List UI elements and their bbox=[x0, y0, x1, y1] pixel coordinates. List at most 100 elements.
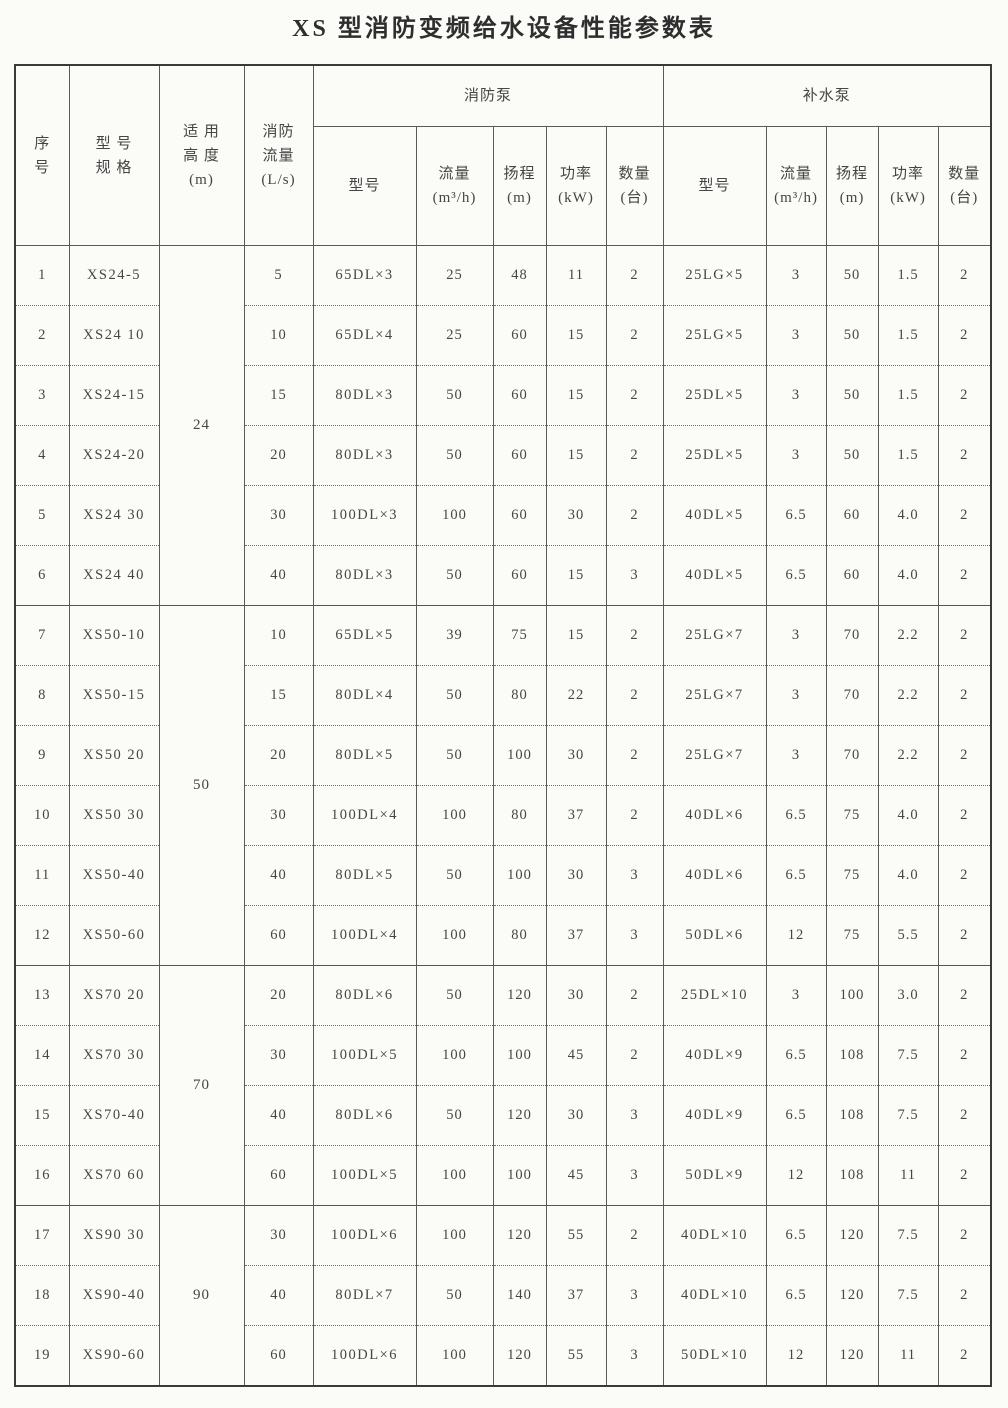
supply-pump-flow-cell: 3 bbox=[765, 245, 827, 306]
header-group-row: 序 号 型 号 规 格 适 用 高 度 (m) 消防 流量 (L/s) 消防泵 … bbox=[14, 64, 992, 246]
fire-flow-cell: 10 bbox=[243, 305, 314, 366]
supply-pump-flow-cell: 12 bbox=[765, 905, 827, 966]
supply-pump-head-cell: 50 bbox=[825, 365, 879, 426]
fire-pump-head-cell: 140 bbox=[492, 1265, 547, 1326]
fire-pump-power-cell: 30 bbox=[545, 485, 607, 546]
supply-pump-head-cell: 108 bbox=[825, 1145, 879, 1206]
fire-pump-model-cell: 80DL×6 bbox=[312, 965, 417, 1026]
supply-pump-qty-cell: 2 bbox=[937, 785, 992, 846]
fire-pump-flow-cell: 25 bbox=[415, 245, 494, 306]
supply-pump-model-cell: 40DL×5 bbox=[662, 485, 767, 546]
fire-pump-model-cell: 80DL×3 bbox=[312, 365, 417, 426]
fire-pump-qty-cell: 3 bbox=[605, 1085, 664, 1146]
table-row: 15 XS70-40 40 80DL×6 50 120 30 3 40DL×9 6.5 108 7.5… bbox=[14, 1085, 992, 1146]
supply-pump-power-cell: 2.2 bbox=[877, 665, 939, 726]
fire-pump-head-cell: 100 bbox=[492, 1145, 547, 1206]
table-row: 7 XS50-10 50 10 65DL×5 39 75 15 2 25LG×7 3 70 2.2 2 bbox=[14, 605, 992, 966]
header-serial: 序 号 bbox=[14, 64, 70, 246]
fire-pump-model-cell: 65DL×3 bbox=[312, 245, 417, 306]
fire-pump-head-cell: 120 bbox=[492, 1205, 547, 1266]
fire-pump-head-cell: 120 bbox=[492, 1325, 547, 1387]
fire-pump-flow-cell: 50 bbox=[415, 1085, 494, 1146]
supply-pump-model-cell: 25LG×7 bbox=[662, 605, 767, 666]
header-fire-pump-qty: 数量 (台) bbox=[605, 126, 664, 246]
model-spec-cell: XS90 30 bbox=[68, 1205, 160, 1266]
fire-pump-model-cell: 80DL×5 bbox=[312, 725, 417, 786]
fire-pump-model-cell: 100DL×4 bbox=[312, 785, 417, 846]
supply-pump-head-cell: 60 bbox=[825, 545, 879, 606]
table-row: 4 XS24-20 20 80DL×3 50 60 15 2 25DL×5 3 50 1.5 2 bbox=[14, 425, 992, 486]
fire-pump-head-cell: 75 bbox=[492, 605, 547, 666]
model-spec-cell: XS70-40 bbox=[68, 1085, 160, 1146]
supply-pump-qty-cell: 2 bbox=[937, 605, 992, 666]
supply-pump-qty-cell: 2 bbox=[937, 425, 992, 486]
fire-pump-power-cell: 30 bbox=[545, 845, 607, 906]
fire-flow-cell: 30 bbox=[243, 785, 314, 846]
fire-pump-model-cell: 80DL×7 bbox=[312, 1265, 417, 1326]
table-row: 6 XS24 40 40 80DL×3 50 60 15 3 40DL×5 6.5 60 4.0 2 bbox=[14, 545, 992, 606]
serial-cell: 13 bbox=[14, 965, 70, 1026]
supply-pump-power-cell: 11 bbox=[877, 1325, 939, 1387]
model-spec-cell: XS50-60 bbox=[68, 905, 160, 966]
fire-pump-flow-cell: 100 bbox=[415, 785, 494, 846]
fire-pump-qty-cell: 3 bbox=[605, 845, 664, 906]
fire-pump-qty-cell: 3 bbox=[605, 1145, 664, 1206]
table-row: 10 XS50 30 30 100DL×4 100 80 37 2 40DL×6 6.5 75 4.0… bbox=[14, 785, 992, 846]
supply-pump-head-cell: 70 bbox=[825, 665, 879, 726]
header-fire-pump-group: 消防泵 bbox=[312, 64, 664, 127]
height-group-cell: 70 bbox=[158, 965, 245, 1206]
supply-pump-power-cell: 7.5 bbox=[877, 1265, 939, 1326]
model-spec-cell: XS50 30 bbox=[68, 785, 160, 846]
supply-pump-power-cell: 1.5 bbox=[877, 365, 939, 426]
fire-pump-power-cell: 15 bbox=[545, 545, 607, 606]
fire-flow-cell: 60 bbox=[243, 1145, 314, 1206]
fire-pump-flow-cell: 100 bbox=[415, 905, 494, 966]
fire-pump-qty-cell: 3 bbox=[605, 545, 664, 606]
supply-pump-head-cell: 120 bbox=[825, 1325, 879, 1387]
fire-pump-qty-cell: 2 bbox=[605, 305, 664, 366]
supply-pump-qty-cell: 2 bbox=[937, 965, 992, 1026]
supply-pump-flow-cell: 6.5 bbox=[765, 545, 827, 606]
serial-cell: 4 bbox=[14, 425, 70, 486]
fire-pump-flow-cell: 50 bbox=[415, 545, 494, 606]
supply-pump-model-cell: 40DL×9 bbox=[662, 1025, 767, 1086]
supply-pump-flow-cell: 6.5 bbox=[765, 1025, 827, 1086]
supply-pump-power-cell: 4.0 bbox=[877, 545, 939, 606]
supply-pump-flow-cell: 3 bbox=[765, 425, 827, 486]
supply-pump-power-cell: 1.5 bbox=[877, 245, 939, 306]
fire-pump-power-cell: 37 bbox=[545, 905, 607, 966]
model-spec-cell: XS90-60 bbox=[68, 1325, 160, 1387]
fire-flow-cell: 15 bbox=[243, 665, 314, 726]
header-sub-row: 型号 流量 (m³/h) 扬程 (m) 功率 (kW) 数量 (台) 型号 流量… bbox=[15, 126, 992, 246]
supply-pump-qty-cell: 2 bbox=[937, 485, 992, 546]
fire-flow-cell: 30 bbox=[243, 1025, 314, 1086]
fire-flow-cell: 20 bbox=[243, 965, 314, 1026]
supply-pump-flow-cell: 3 bbox=[765, 665, 827, 726]
supply-pump-qty-cell: 2 bbox=[937, 545, 992, 606]
supply-pump-model-cell: 50DL×6 bbox=[662, 905, 767, 966]
fire-pump-qty-cell: 2 bbox=[605, 485, 664, 546]
fire-pump-head-cell: 80 bbox=[492, 665, 547, 726]
fire-pump-qty-cell: 3 bbox=[605, 1265, 664, 1326]
header-fire-flow: 消防 流量 (L/s) bbox=[243, 64, 314, 246]
serial-cell: 12 bbox=[14, 905, 70, 966]
model-spec-cell: XS50-10 bbox=[68, 605, 160, 666]
fire-pump-flow-cell: 100 bbox=[415, 1025, 494, 1086]
model-spec-cell: XS70 60 bbox=[68, 1145, 160, 1206]
model-spec-cell: XS90-40 bbox=[68, 1265, 160, 1326]
table-row: 17 XS90 30 90 30 100DL×6 100 120 55 2 40DL×10 6.5 1… bbox=[14, 1205, 992, 1387]
supply-pump-model-cell: 25LG×7 bbox=[662, 665, 767, 726]
fire-flow-cell: 20 bbox=[243, 425, 314, 486]
fire-flow-cell: 40 bbox=[243, 845, 314, 906]
height-group-cell: 50 bbox=[158, 605, 245, 966]
table-body: 1 XS24-5 24 5 65DL×3 25 48 11 2 25LG×5 3 50 1.5 2 2 XS2… bbox=[14, 245, 992, 1387]
supply-pump-qty-cell: 2 bbox=[937, 665, 992, 726]
fire-pump-power-cell: 55 bbox=[545, 1325, 607, 1387]
supply-pump-flow-cell: 6.5 bbox=[765, 785, 827, 846]
supply-pump-power-cell: 4.0 bbox=[877, 845, 939, 906]
fire-pump-model-cell: 80DL×6 bbox=[312, 1085, 417, 1146]
fire-pump-flow-cell: 50 bbox=[415, 1265, 494, 1326]
fire-pump-head-cell: 100 bbox=[492, 1025, 547, 1086]
fire-pump-power-cell: 37 bbox=[545, 1265, 607, 1326]
header-fire-pump-model: 型号 bbox=[312, 126, 417, 246]
